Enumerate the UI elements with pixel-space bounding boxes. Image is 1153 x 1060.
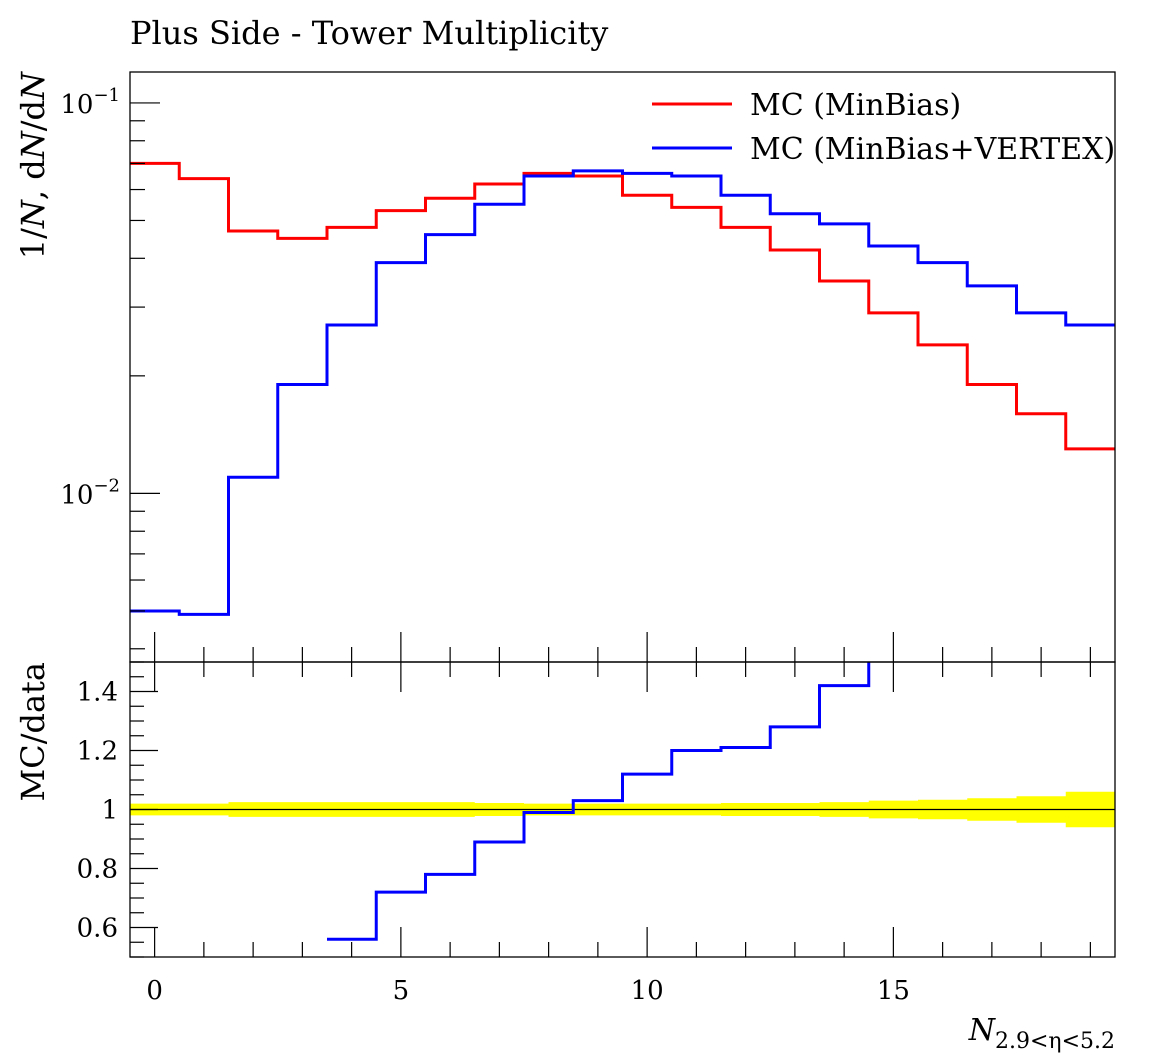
y-axis-label-part: N — [14, 199, 52, 229]
y-axis-label-part: N — [14, 71, 52, 101]
x-tick-label: 10 — [631, 976, 664, 1006]
ratio-y-axis-label: MC/data — [14, 662, 52, 802]
series-line-minbias — [130, 161, 1115, 451]
series-line-minbias-vertex — [130, 169, 1115, 616]
y-axis-label-part: /d — [14, 100, 52, 131]
ratio-y-tick-label: 1.4 — [77, 678, 118, 708]
ratio-y-tick-label: 0.6 — [77, 914, 118, 944]
chart-title: Plus Side - Tower Multiplicity — [130, 14, 608, 52]
x-axis-label-var: N — [968, 1013, 997, 1048]
x-axis-label-subscript: 2.9<η<5.2 — [995, 1029, 1115, 1054]
ratio-y-tick-label: 0.8 — [77, 855, 118, 885]
x-tick-label: 5 — [393, 976, 410, 1006]
ratio-line-minbias-vertex — [327, 662, 871, 941]
legend-label-minbias-vertex: MC (MinBias+VERTEX) — [750, 132, 1115, 167]
y-tick-label-base: 10 — [60, 90, 93, 120]
x-tick-label: 15 — [877, 976, 910, 1006]
y-axis-label-part: N — [14, 130, 52, 160]
y-axis-label-part: , d — [14, 159, 52, 200]
y-tick-label-exponent: −2 — [93, 475, 120, 496]
ratio-y-tick-label: 1 — [101, 796, 118, 826]
y-axis-label: 1/N, dN/dN — [14, 71, 52, 259]
x-tick-label: 0 — [146, 976, 163, 1006]
y-tick-label: 10−1 — [60, 85, 120, 120]
legend-label-minbias: MC (MinBias) — [750, 88, 961, 123]
x-axis-label: N2.9<η<5.2 — [968, 1013, 1115, 1054]
y-tick-label-exponent: −1 — [93, 85, 120, 106]
y-tick-label-base: 10 — [60, 480, 93, 510]
ratio-y-tick-label: 1.2 — [77, 737, 118, 767]
y-tick-label: 10−2 — [60, 475, 120, 510]
y-axis-label-part: 1/ — [14, 228, 52, 259]
